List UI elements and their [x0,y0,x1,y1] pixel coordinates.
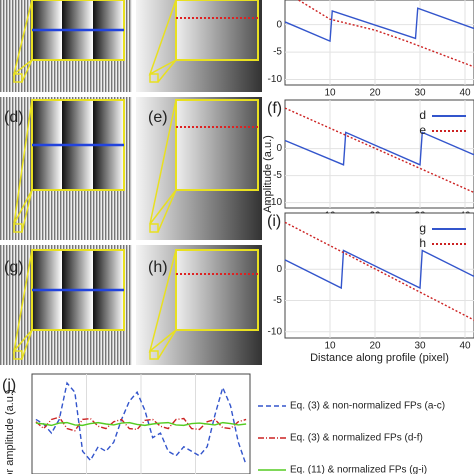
y-tick-label: -10 [268,326,283,337]
plot: 0-5-1010203040de(f)Amplitude (a.u.) [262,99,474,222]
panel-label: (e) [148,109,168,126]
y-tick-label: 0 [276,264,282,275]
zoom-connector [12,0,33,83]
zoom-source [13,73,23,83]
panel-label: (f) [267,100,282,117]
inset-zoom [175,0,259,61]
series-line [35,381,247,466]
x-tick-label: 40 [459,341,471,352]
zoom-connector [12,249,33,360]
zoom-source [13,350,23,360]
legend-label: h [419,236,426,250]
plot-area [284,212,474,339]
legend-label: Eq. (3) & non-normalized FPs (a-c) [290,401,445,412]
zoom-source [149,73,159,83]
x-tick-label: 30 [414,88,426,99]
series-line [284,249,474,290]
y-tick-label: -5 [273,47,282,58]
x-tick-label: 10 [324,341,336,352]
y-tick-label: 0 [276,19,282,30]
y-tick-label: 0 [276,143,282,154]
plot: Eq. (3) & non-normalized FPs (a-c) Eq. (3… [2,373,445,474]
series-line [284,131,474,166]
x-axis-label: Distance along profile (pixel) [310,352,449,364]
x-tick-label: 40 [459,88,471,99]
zoom-connector [148,249,177,360]
zoom-connector [148,0,177,83]
plot-area [284,0,474,86]
series-line [284,221,474,321]
panel-label: (j) [2,377,16,394]
y-tick-label: -5 [273,295,282,306]
zoom-source [13,223,23,233]
y-tick-label: -10 [268,197,283,208]
legend-label: g [419,221,426,235]
panel-label: (d) [4,109,24,126]
zoom-connector [13,99,33,233]
inset-zoom [175,249,259,331]
legend-label: Eq. (3) & normalized FPs (d-f) [290,433,423,444]
legend-label: e [419,123,426,137]
y-tick-label: -10 [268,74,283,85]
x-tick-label: 30 [414,341,426,352]
x-tick-label: 10 [324,88,336,99]
insets [12,0,259,360]
panel-label: (h) [148,259,168,276]
panel-labels: (d) (e) (g) (h) [4,109,168,276]
y-tick-label: -5 [273,170,282,181]
zoom-connector [149,99,177,233]
x-tick-label: 20 [369,88,381,99]
inset-zoom [175,99,259,191]
legend-label: Eq. (11) & normalized FPs (g-i) [290,465,427,474]
y-axis-label: or amplitude (a.u.) [4,389,16,474]
legend-label: d [419,108,426,122]
zoom-source [149,350,159,360]
plot: 0 -5 -10 10 20 30 40 gh (i) Distance along profil… [267,212,474,364]
panel-label: (g) [4,259,24,276]
x-tick-label: 20 [369,341,381,352]
y-axis-label: Amplitude (a.u.) [262,135,274,213]
series-line [284,107,474,194]
zoom-source [149,223,159,233]
series-line [284,7,474,43]
panel-label: (i) [267,213,281,230]
series-line [35,421,247,427]
plot: 0 -5 -10 10 20 30 40 [268,0,474,99]
